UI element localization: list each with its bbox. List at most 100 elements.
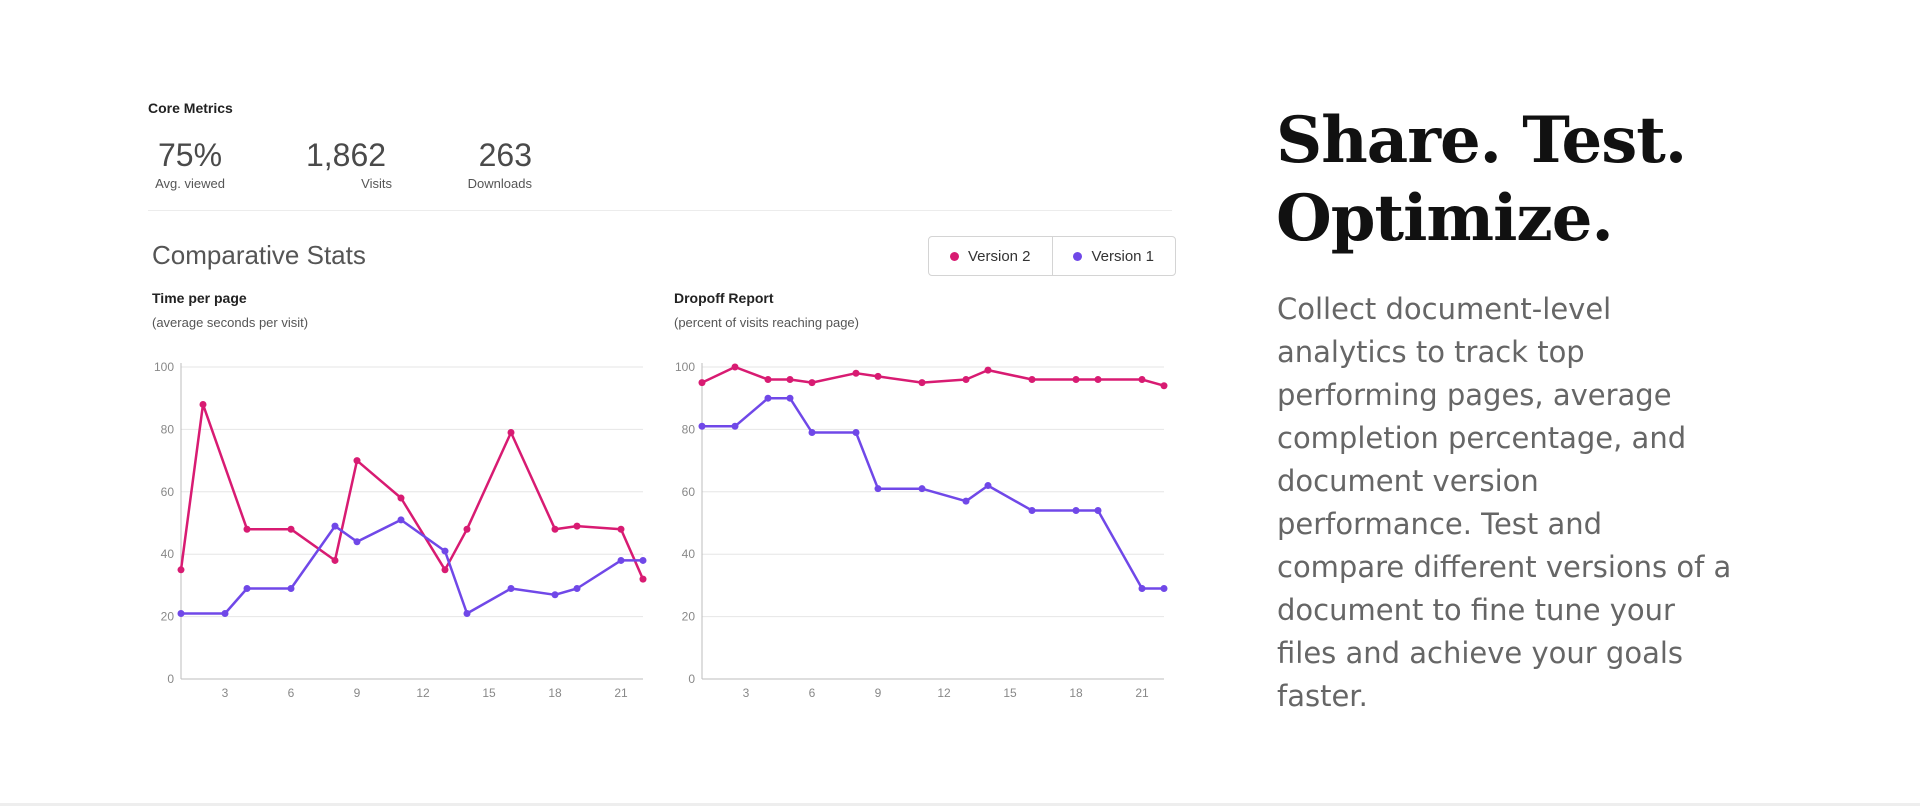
time-per-page-x-tick-label: 12 xyxy=(416,686,430,700)
metric-value: 75% xyxy=(157,137,223,173)
dropoff-report-y-tick-label: 80 xyxy=(682,422,696,436)
dropoff-report-version-1-point xyxy=(1138,585,1146,593)
dropoff-report-x-tick-label: 6 xyxy=(809,686,816,700)
time-per-page-version-1-point xyxy=(397,516,405,524)
time-per-page-version-2-point xyxy=(441,566,449,574)
legend-label: Version 2 xyxy=(967,247,1031,265)
headline: Share. Test. Optimize. xyxy=(1276,102,1836,258)
time-per-page-version-1-point xyxy=(331,522,339,530)
time-per-page-x-tick-label: 18 xyxy=(548,686,562,700)
dropoff-report-y-tick-label: 0 xyxy=(688,672,695,686)
time-per-page-version-1-point xyxy=(353,538,361,546)
time-per-page-title: Time per page xyxy=(152,290,247,306)
time-per-page-version-2-point xyxy=(573,522,581,530)
dropoff-report-version-2-point xyxy=(874,372,882,380)
dropoff-report-version-2-line xyxy=(701,365,1165,387)
dropoff-report-subtitle: (percent of visits reaching page) xyxy=(674,315,859,330)
time-per-page-version-2-point xyxy=(353,457,361,465)
dropoff-report-version-1-point xyxy=(731,422,739,430)
dropoff-report-version-2-point xyxy=(731,363,739,371)
dropoff-report-version-2-point xyxy=(1028,375,1036,383)
time-per-page-version-1-point xyxy=(639,556,647,564)
time-per-page-version-1-point xyxy=(507,585,515,593)
dropoff-report-version-1-line xyxy=(702,396,1164,590)
time-per-page-x-tick-label: 21 xyxy=(614,686,628,700)
time-per-page-version-1-point xyxy=(177,609,185,617)
dropoff-report-x-tick-label: 3 xyxy=(743,686,750,700)
time-per-page-version-1-point xyxy=(573,585,581,593)
time-per-page-y-tick-label: 60 xyxy=(161,485,175,499)
dropoff-report-version-2-point xyxy=(1160,382,1168,390)
core-metrics-title: Core Metrics xyxy=(148,100,233,116)
version-2-dot-icon xyxy=(949,251,959,261)
dropoff-report-version-2-point xyxy=(984,366,992,374)
time-per-page-y-tick-label: 0 xyxy=(167,672,174,686)
metric-label: Downloads xyxy=(467,176,532,191)
dropoff-report-y-tick-label: 100 xyxy=(675,360,695,374)
time-per-page-x-tick-label: 15 xyxy=(482,686,496,700)
version-1-dot-icon xyxy=(1073,251,1083,261)
legend-version-2[interactable]: Version 2 xyxy=(929,237,1052,275)
time-per-page-y-tick-label: 80 xyxy=(161,422,175,436)
time-per-page-subtitle: (average seconds per visit) xyxy=(152,315,309,330)
dropoff-report-x-tick-label: 12 xyxy=(937,686,951,700)
dropoff-report-version-1-point xyxy=(962,497,970,505)
dropoff-report-version-2-point xyxy=(786,375,794,383)
time-per-page-version-2-point xyxy=(463,525,471,533)
dropoff-report-y-tick-label: 40 xyxy=(682,547,696,561)
dropoff-report-version-1-point xyxy=(918,485,926,493)
comparative-charts: 0 20 40 60 80 100 3 6 9 12 15 18 21 0 20 40 60 80 100 3 6 9 12… xyxy=(154,360,1168,700)
metrics-divider xyxy=(148,210,1172,211)
time-per-page-x-tick-label: 9 xyxy=(354,686,361,700)
dropoff-report-version-2-point xyxy=(764,375,772,383)
time-per-page-version-2-point xyxy=(617,525,625,533)
dropoff-report-version-1-point xyxy=(1094,507,1102,515)
dropoff-report-x-tick-label: 21 xyxy=(1135,686,1149,700)
headline-line-2: Optimize. xyxy=(1276,181,1614,256)
dropoff-report-version-1-point xyxy=(852,429,860,437)
dropoff-report-version-2-point xyxy=(918,379,926,387)
time-per-page-version-1-point xyxy=(441,547,449,555)
time-per-page-version-2-point xyxy=(243,525,251,533)
dropoff-report-version-2-point xyxy=(1072,375,1080,383)
legend-version-1[interactable]: Version 1 xyxy=(1051,237,1176,275)
time-per-page-y-tick-label: 40 xyxy=(161,547,175,561)
version-legend: Version 2 Version 1 xyxy=(928,236,1176,276)
dropoff-report-version-1-point xyxy=(786,394,794,402)
metric-avg-viewed: 75% Avg. viewed xyxy=(150,136,230,191)
metric-label: Visits xyxy=(361,176,392,191)
time-per-page-version-2-point xyxy=(177,566,185,574)
time-per-page-version-1-point xyxy=(551,591,559,599)
time-per-page-version-2-point xyxy=(287,525,295,533)
dropoff-report-version-1-point xyxy=(874,485,882,493)
time-per-page-x-tick-label: 6 xyxy=(288,686,295,700)
metric-value: 1,862 xyxy=(305,137,387,173)
dropoff-report-x-tick-label: 9 xyxy=(875,686,882,700)
time-per-page-version-2-point xyxy=(397,494,405,502)
dropoff-report-version-1-point xyxy=(1028,507,1036,515)
dropoff-report-x-tick-label: 18 xyxy=(1069,686,1083,700)
dropoff-report-version-2-point xyxy=(1138,375,1146,383)
time-per-page-version-2-point xyxy=(551,525,559,533)
time-per-page-version-2-point xyxy=(639,575,647,583)
legend-label: Version 1 xyxy=(1091,247,1155,265)
dropoff-report-version-2-point xyxy=(1094,375,1102,383)
dropoff-report-version-2-point xyxy=(852,369,860,377)
metric-value: 263 xyxy=(478,137,532,173)
time-per-page-y-tick-label: 100 xyxy=(154,360,174,374)
time-per-page-version-2-point xyxy=(331,556,339,564)
dropoff-report-version-2-point xyxy=(808,379,816,387)
dropoff-report-version-1-point xyxy=(808,429,816,437)
dropoff-report-version-1-point xyxy=(1072,507,1080,515)
dropoff-report-x-tick-label: 15 xyxy=(1003,686,1017,700)
time-per-page-version-1-point xyxy=(243,585,251,593)
time-per-page-version-1-point xyxy=(221,609,229,617)
time-per-page-version-1-point xyxy=(287,585,295,593)
dropoff-report-version-1-point xyxy=(984,482,992,490)
time-per-page-y-tick-label: 20 xyxy=(161,610,175,624)
time-per-page-version-2-line xyxy=(179,403,645,580)
dropoff-report-version-1-point xyxy=(698,422,706,430)
dropoff-report-y-tick-label: 60 xyxy=(682,485,696,499)
headline-line-1: Share. Test. xyxy=(1276,103,1687,178)
dropoff-report-version-2-point xyxy=(962,375,970,383)
